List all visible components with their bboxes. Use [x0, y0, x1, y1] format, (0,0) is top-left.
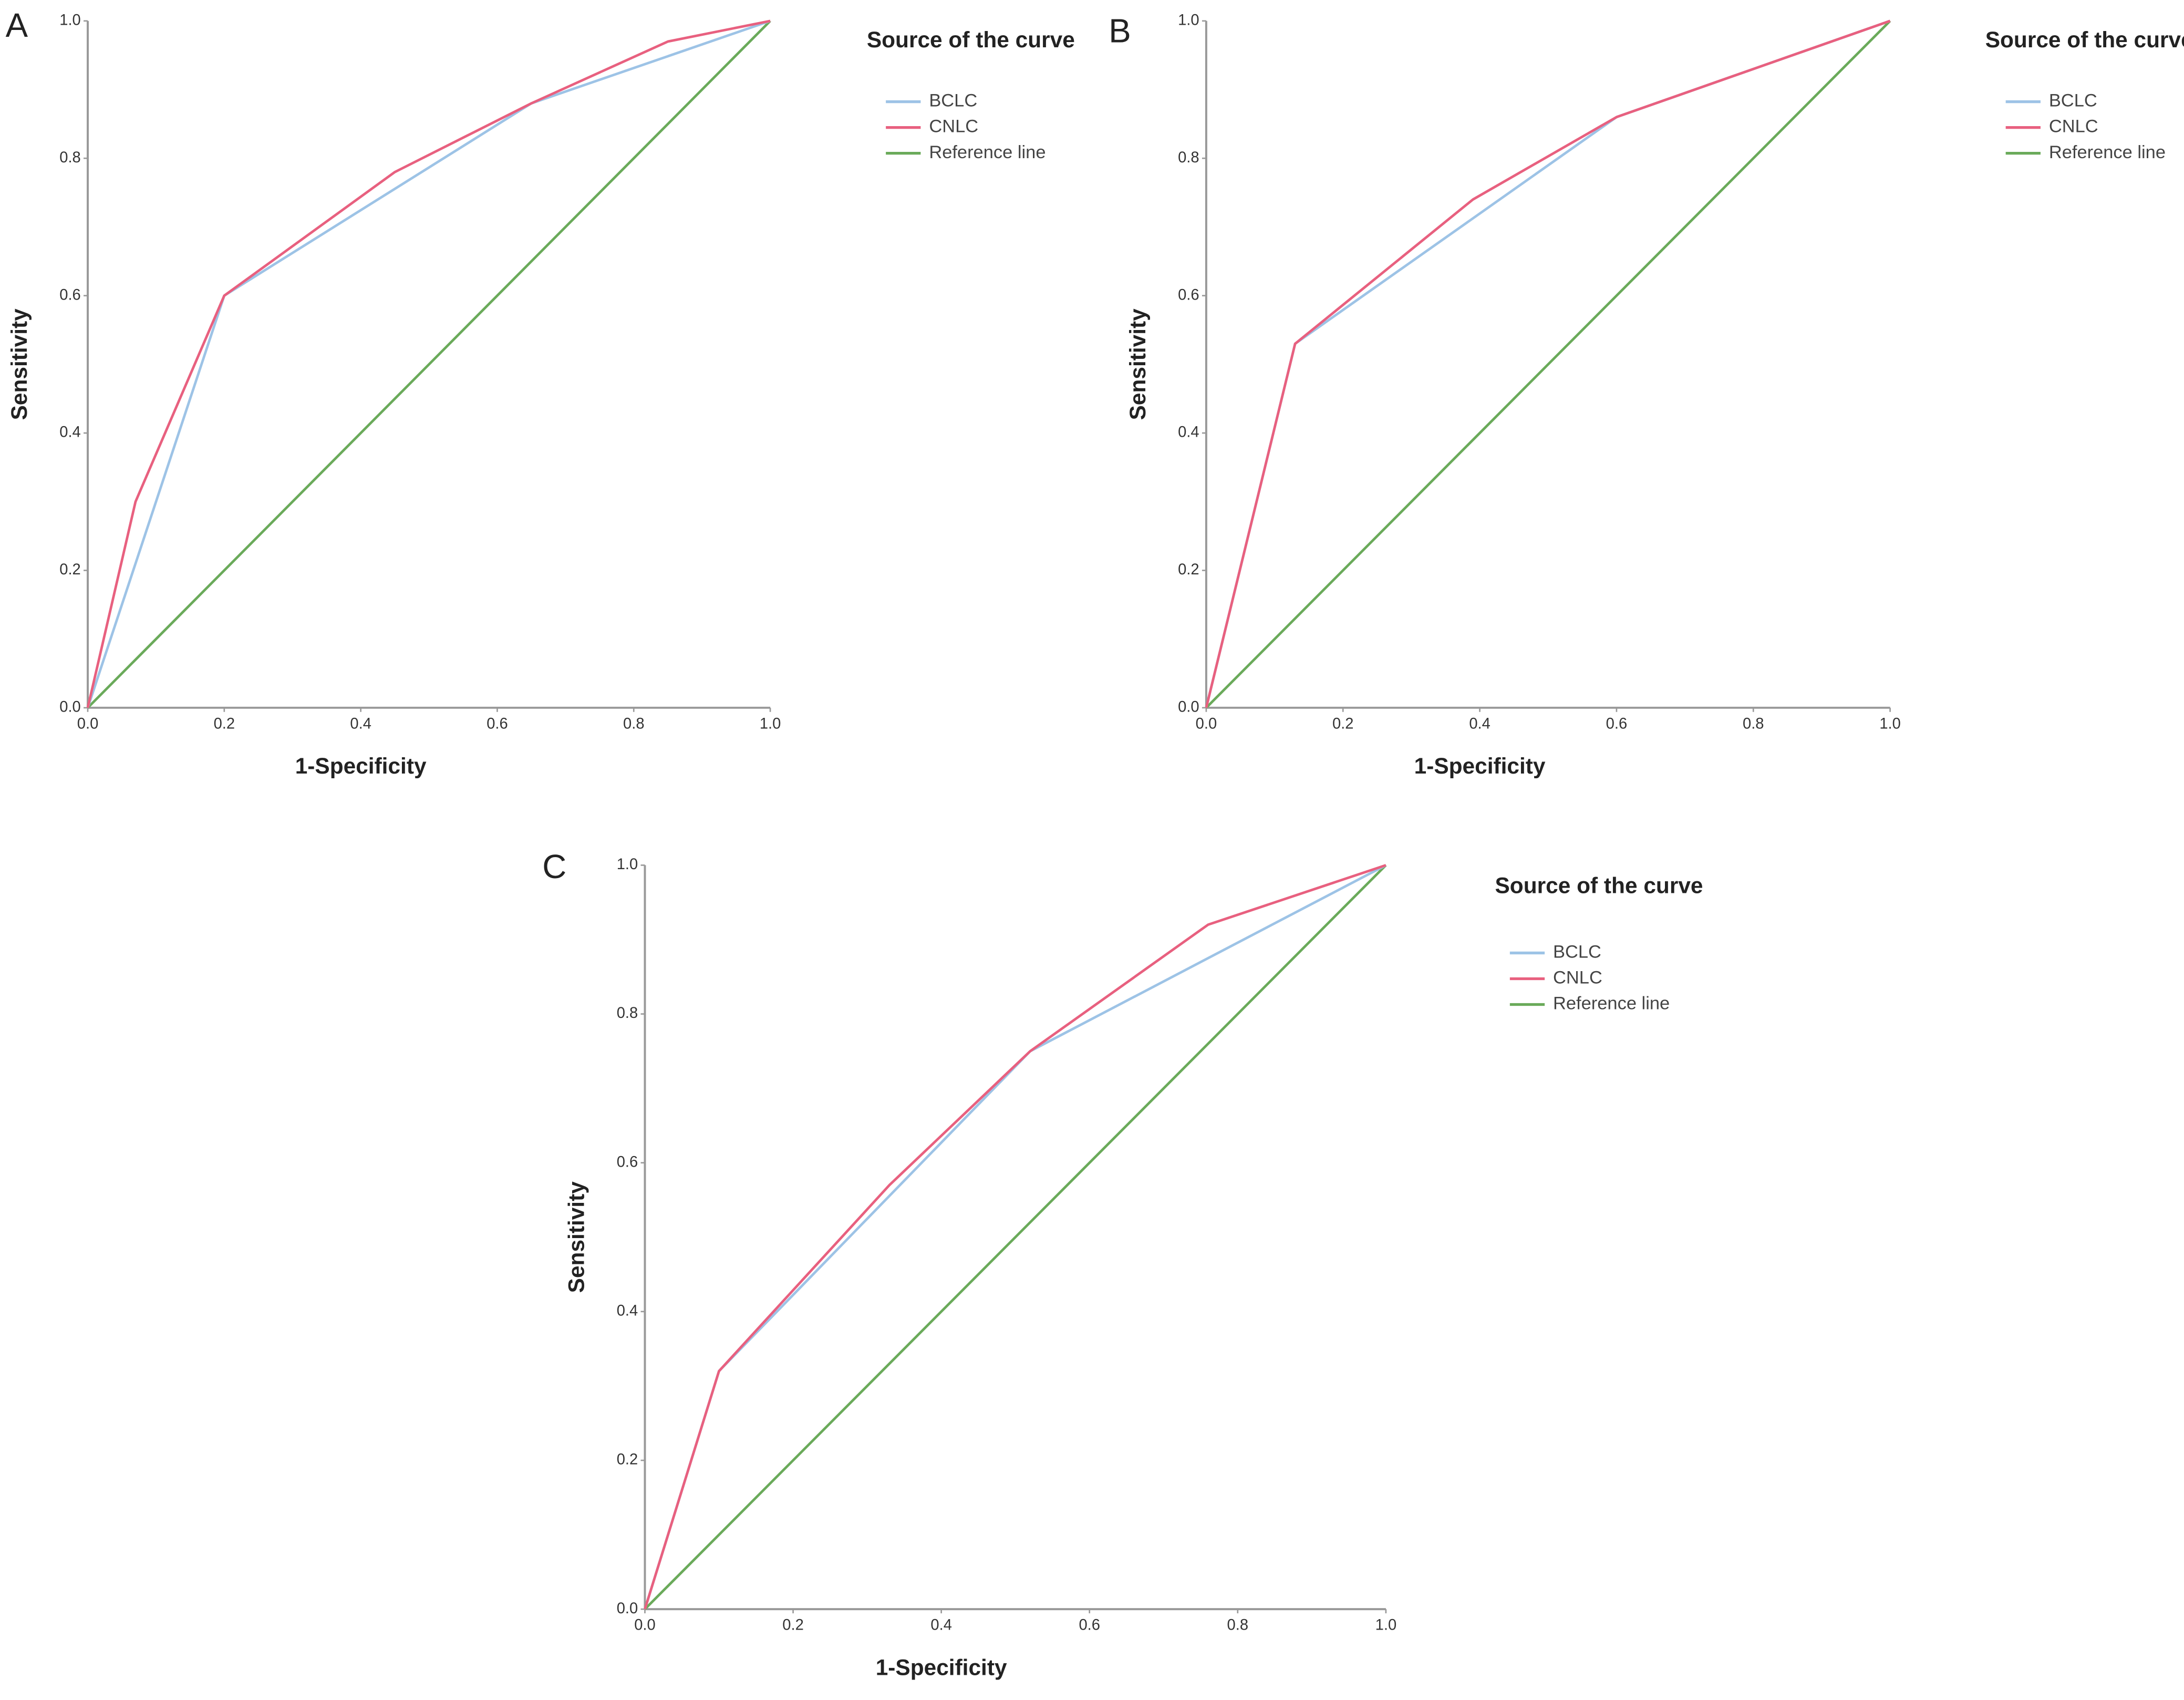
x-tick-label: 0.0: [77, 715, 99, 732]
y-axis-label: Sensitivity: [564, 1181, 588, 1293]
roc-curve: [1205, 19, 1891, 708]
legend-title: Source of the curve: [866, 29, 1075, 53]
panel-label: C: [542, 848, 566, 885]
x-tick-label: 0.4: [930, 1617, 952, 1634]
x-tick-label: 0.2: [782, 1617, 804, 1634]
x-tick-label: 0.4: [350, 715, 371, 732]
x-tick-label: 0.6: [487, 715, 508, 732]
legend-label: Reference line: [2049, 142, 2166, 162]
x-tick-label: 0.8: [623, 715, 645, 732]
y-tick-label: 0.6: [1178, 286, 1199, 303]
x-axis-label: 1-Specificity: [1414, 754, 1546, 778]
legend-label: CNLC: [929, 117, 978, 137]
y-axis-label: Sensitivity: [7, 308, 32, 420]
legend-title: Source of the curve: [1985, 29, 2184, 53]
x-tick-label: 0.6: [1606, 715, 1628, 732]
y-tick-label: 0.0: [59, 699, 81, 716]
y-tick-label: 0.6: [617, 1153, 638, 1170]
y-tick-label: 0.2: [1178, 561, 1199, 578]
y-axis-label: Sensitivity: [1125, 308, 1150, 420]
roc-curve: [87, 20, 771, 709]
y-tick-label: 0.4: [1178, 424, 1199, 441]
x-tick-label: 0.2: [1332, 715, 1354, 732]
x-tick-label: 0.8: [1743, 715, 1764, 732]
x-tick-label: 0.0: [634, 1617, 656, 1634]
y-tick-label: 0.2: [59, 561, 81, 578]
x-tick-label: 0.8: [1227, 1617, 1249, 1634]
x-tick-label: 0.6: [1079, 1617, 1100, 1634]
y-tick-label: 1.0: [59, 12, 81, 29]
x-axis-label: 1-Specificity: [876, 1655, 1007, 1680]
x-tick-label: 1.0: [1879, 715, 1901, 732]
y-tick-label: 0.4: [59, 424, 81, 441]
x-tick-label: 1.0: [1375, 1617, 1397, 1634]
roc-curve: [86, 19, 771, 708]
legend-label: CNLC: [2049, 117, 2098, 137]
legend-title-box: Source of the curve: [1985, 29, 2184, 53]
roc-curve: [1205, 20, 1891, 709]
x-axis-label: 1-Specificity: [295, 754, 427, 778]
y-tick-label: 0.4: [617, 1303, 638, 1320]
x-tick-label: 0.4: [1469, 715, 1490, 732]
legend-title-box: Source of the curve: [866, 29, 1075, 53]
x-tick-label: 0.2: [214, 715, 235, 732]
y-tick-label: 1.0: [1178, 12, 1199, 29]
legend-label: BCLC: [929, 91, 977, 111]
roc-curve: [86, 19, 771, 708]
legend-label: BCLC: [1553, 942, 1601, 962]
legend-title: Source of the curve: [1495, 874, 1703, 899]
legend-label: Reference line: [929, 142, 1046, 162]
panel-label: B: [1109, 12, 1131, 49]
legend-label: Reference line: [1553, 994, 1670, 1014]
y-tick-label: 0.8: [617, 1005, 638, 1022]
y-tick-label: 0.0: [617, 1600, 638, 1617]
y-tick-label: 0.6: [59, 286, 81, 303]
legend-label: CNLC: [1553, 968, 1602, 988]
panel-label: A: [6, 7, 28, 44]
y-tick-label: 0.8: [59, 149, 81, 166]
x-tick-label: 0.0: [1196, 715, 1217, 732]
x-tick-label: 1.0: [760, 715, 781, 732]
y-tick-label: 1.0: [617, 856, 638, 873]
y-tick-label: 0.8: [1178, 149, 1199, 166]
roc-curve: [644, 864, 1386, 1610]
y-tick-label: 0.0: [1178, 699, 1199, 716]
y-tick-label: 0.2: [617, 1451, 638, 1468]
legend-title-box: Source of the curve: [1495, 874, 1703, 899]
roc-curve: [644, 864, 1387, 1610]
legend-label: BCLC: [2049, 91, 2097, 111]
